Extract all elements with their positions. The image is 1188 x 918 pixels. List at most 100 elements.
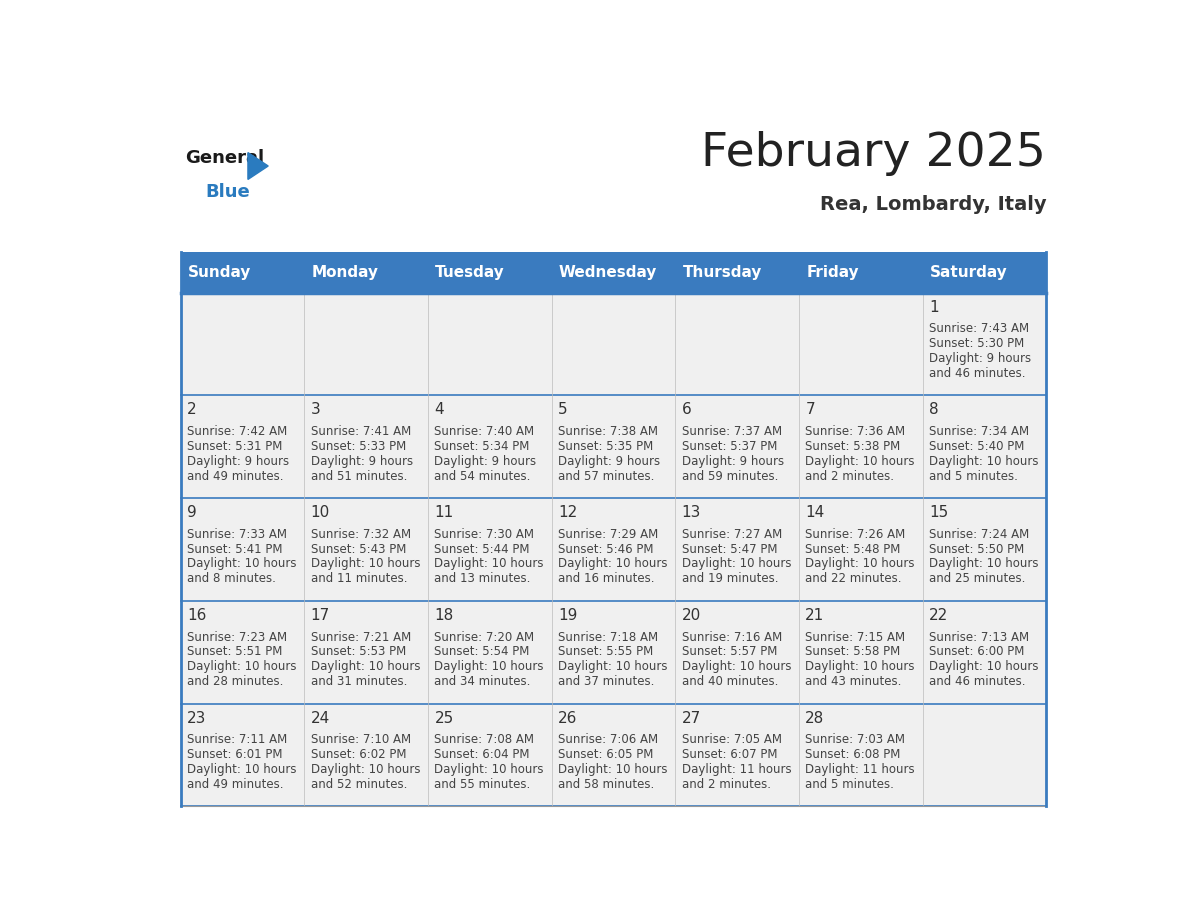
Text: 11: 11 <box>435 505 454 521</box>
Text: Daylight: 10 hours: Daylight: 10 hours <box>929 557 1038 570</box>
Text: Sunrise: 7:23 AM: Sunrise: 7:23 AM <box>188 631 287 644</box>
Bar <box>675 396 798 498</box>
Text: 23: 23 <box>188 711 207 726</box>
Bar <box>551 601 675 703</box>
Bar <box>675 498 798 601</box>
Text: 6: 6 <box>682 402 691 418</box>
Text: Daylight: 10 hours: Daylight: 10 hours <box>805 660 915 673</box>
Text: Sunrise: 7:32 AM: Sunrise: 7:32 AM <box>311 528 411 541</box>
Text: Sunrise: 7:26 AM: Sunrise: 7:26 AM <box>805 528 905 541</box>
Text: Sunset: 5:47 PM: Sunset: 5:47 PM <box>682 543 777 555</box>
Text: Daylight: 10 hours: Daylight: 10 hours <box>435 763 544 776</box>
Text: Sunset: 6:02 PM: Sunset: 6:02 PM <box>311 748 406 761</box>
Text: and 16 minutes.: and 16 minutes. <box>558 572 655 586</box>
Text: Daylight: 9 hours: Daylight: 9 hours <box>558 454 661 467</box>
Text: and 55 minutes.: and 55 minutes. <box>435 778 531 791</box>
Text: Sunrise: 7:18 AM: Sunrise: 7:18 AM <box>558 631 658 644</box>
Text: Sunset: 5:31 PM: Sunset: 5:31 PM <box>188 440 283 453</box>
Text: Sunset: 5:33 PM: Sunset: 5:33 PM <box>311 440 406 453</box>
Text: Blue: Blue <box>206 183 251 201</box>
Text: and 49 minutes.: and 49 minutes. <box>188 469 284 483</box>
Text: Daylight: 10 hours: Daylight: 10 hours <box>558 660 668 673</box>
Text: and 22 minutes.: and 22 minutes. <box>805 572 902 586</box>
Text: Sunday: Sunday <box>188 264 252 279</box>
Text: Daylight: 9 hours: Daylight: 9 hours <box>435 454 537 467</box>
Text: Sunrise: 7:41 AM: Sunrise: 7:41 AM <box>311 425 411 438</box>
Bar <box>181 498 304 601</box>
Text: Sunset: 6:05 PM: Sunset: 6:05 PM <box>558 748 653 761</box>
Text: and 2 minutes.: and 2 minutes. <box>682 778 771 791</box>
Text: Sunset: 5:51 PM: Sunset: 5:51 PM <box>188 645 283 658</box>
Text: Daylight: 10 hours: Daylight: 10 hours <box>188 557 297 570</box>
Bar <box>181 252 1047 293</box>
Text: and 54 minutes.: and 54 minutes. <box>435 469 531 483</box>
Bar <box>923 396 1047 498</box>
Text: Sunrise: 7:20 AM: Sunrise: 7:20 AM <box>435 631 535 644</box>
Bar <box>551 293 675 396</box>
Text: Sunset: 5:55 PM: Sunset: 5:55 PM <box>558 645 653 658</box>
Bar <box>181 396 304 498</box>
Text: Sunset: 5:40 PM: Sunset: 5:40 PM <box>929 440 1024 453</box>
Text: Sunset: 6:08 PM: Sunset: 6:08 PM <box>805 748 901 761</box>
Text: Sunrise: 7:16 AM: Sunrise: 7:16 AM <box>682 631 782 644</box>
Bar <box>181 703 304 806</box>
Text: Sunset: 6:00 PM: Sunset: 6:00 PM <box>929 645 1024 658</box>
Text: Sunset: 5:34 PM: Sunset: 5:34 PM <box>435 440 530 453</box>
Text: Sunrise: 7:43 AM: Sunrise: 7:43 AM <box>929 322 1029 335</box>
Text: Sunrise: 7:21 AM: Sunrise: 7:21 AM <box>311 631 411 644</box>
Text: Sunset: 6:07 PM: Sunset: 6:07 PM <box>682 748 777 761</box>
Bar <box>304 601 428 703</box>
Text: and 52 minutes.: and 52 minutes. <box>311 778 407 791</box>
Text: Sunrise: 7:27 AM: Sunrise: 7:27 AM <box>682 528 782 541</box>
Text: Sunrise: 7:11 AM: Sunrise: 7:11 AM <box>188 733 287 746</box>
Text: Daylight: 9 hours: Daylight: 9 hours <box>311 454 413 467</box>
Text: and 5 minutes.: and 5 minutes. <box>929 469 1018 483</box>
Text: 16: 16 <box>188 608 207 623</box>
Text: and 51 minutes.: and 51 minutes. <box>311 469 407 483</box>
Text: Sunset: 5:46 PM: Sunset: 5:46 PM <box>558 543 653 555</box>
Bar <box>675 703 798 806</box>
Text: 13: 13 <box>682 505 701 521</box>
Text: 22: 22 <box>929 608 948 623</box>
Text: Daylight: 10 hours: Daylight: 10 hours <box>805 454 915 467</box>
Text: Daylight: 10 hours: Daylight: 10 hours <box>805 557 915 570</box>
Bar <box>304 498 428 601</box>
Text: Sunset: 6:01 PM: Sunset: 6:01 PM <box>188 748 283 761</box>
Text: and 49 minutes.: and 49 minutes. <box>188 778 284 791</box>
Text: 18: 18 <box>435 608 454 623</box>
Bar <box>304 703 428 806</box>
Text: Daylight: 9 hours: Daylight: 9 hours <box>929 352 1031 365</box>
Text: General: General <box>185 149 265 167</box>
Text: 8: 8 <box>929 402 939 418</box>
Text: 4: 4 <box>435 402 444 418</box>
Text: Sunrise: 7:06 AM: Sunrise: 7:06 AM <box>558 733 658 746</box>
Text: 25: 25 <box>435 711 454 726</box>
Text: and 43 minutes.: and 43 minutes. <box>805 675 902 688</box>
Bar <box>304 293 428 396</box>
Text: 26: 26 <box>558 711 577 726</box>
Text: Friday: Friday <box>807 264 859 279</box>
Text: Sunset: 5:37 PM: Sunset: 5:37 PM <box>682 440 777 453</box>
Text: Daylight: 10 hours: Daylight: 10 hours <box>435 557 544 570</box>
Bar <box>923 293 1047 396</box>
Text: Daylight: 10 hours: Daylight: 10 hours <box>435 660 544 673</box>
Text: and 25 minutes.: and 25 minutes. <box>929 572 1025 586</box>
Text: and 57 minutes.: and 57 minutes. <box>558 469 655 483</box>
Text: and 46 minutes.: and 46 minutes. <box>929 675 1025 688</box>
Text: Monday: Monday <box>311 264 379 279</box>
Text: Sunrise: 7:34 AM: Sunrise: 7:34 AM <box>929 425 1029 438</box>
Text: and 40 minutes.: and 40 minutes. <box>682 675 778 688</box>
Text: 21: 21 <box>805 608 824 623</box>
Bar <box>428 601 551 703</box>
Text: Daylight: 9 hours: Daylight: 9 hours <box>188 454 290 467</box>
Text: Daylight: 10 hours: Daylight: 10 hours <box>188 660 297 673</box>
Text: Daylight: 10 hours: Daylight: 10 hours <box>682 660 791 673</box>
Text: and 19 minutes.: and 19 minutes. <box>682 572 778 586</box>
Text: and 37 minutes.: and 37 minutes. <box>558 675 655 688</box>
Text: Sunrise: 7:30 AM: Sunrise: 7:30 AM <box>435 528 535 541</box>
Bar <box>551 498 675 601</box>
Text: Sunrise: 7:08 AM: Sunrise: 7:08 AM <box>435 733 535 746</box>
Bar <box>675 601 798 703</box>
Text: Daylight: 10 hours: Daylight: 10 hours <box>682 557 791 570</box>
Bar <box>923 601 1047 703</box>
